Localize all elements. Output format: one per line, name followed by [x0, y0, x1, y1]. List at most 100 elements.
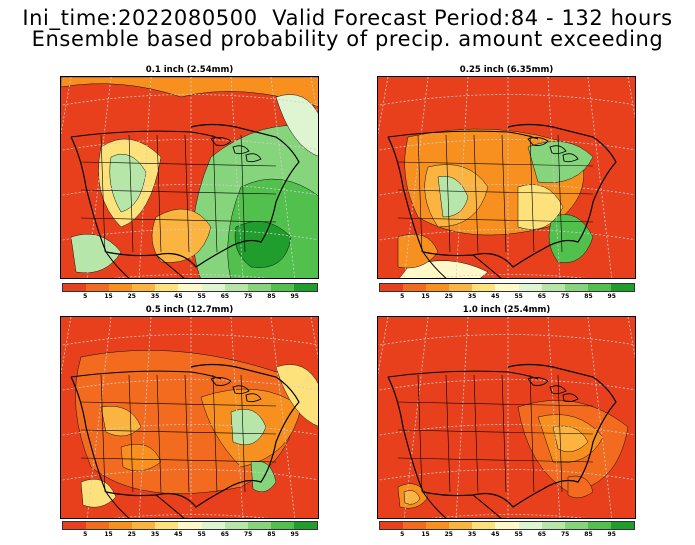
colorbar-swatch — [541, 522, 565, 529]
colorbar: 5 15 25 35 45 55 65 75 85 95 — [379, 521, 635, 539]
colorbar-tick-label: 95 — [290, 293, 299, 300]
colorbar-swatch — [449, 522, 473, 529]
map-panel-0p1 — [60, 76, 319, 279]
colorbar-tick-label: 55 — [514, 531, 523, 538]
colorbar-swatch — [472, 284, 496, 291]
title-line-1: Ini_time:2022080500 Valid Forecast Perio… — [22, 6, 673, 30]
colorbar-swatch — [610, 284, 635, 291]
colorbar-tick-label: 55 — [514, 293, 523, 300]
colorbar-swatch — [564, 522, 588, 529]
colorbar-swatch — [541, 284, 565, 291]
colorbar-tick-label: 15 — [421, 293, 430, 300]
colorbar-swatch — [293, 284, 318, 291]
probability-map — [61, 317, 318, 518]
colorbar-swatch — [132, 522, 156, 529]
colorbar-swatch — [518, 522, 542, 529]
colorbar-tick-label: 5 — [83, 293, 88, 300]
colorbar: 5 15 25 35 45 55 65 75 85 95 — [62, 521, 318, 539]
colorbar-tick-label: 75 — [560, 531, 570, 538]
colorbar-tick-label: 65 — [220, 293, 230, 300]
colorbar-swatch — [201, 522, 225, 529]
probability-map — [61, 77, 318, 278]
colorbar-tick-label: 15 — [421, 531, 430, 538]
map-panel-1p0 — [377, 316, 636, 519]
colorbar-tick-label: 15 — [104, 531, 113, 538]
colorbar-swatch — [610, 522, 635, 529]
colorbar-swatch — [426, 522, 450, 529]
colorbar-tick-label: 95 — [607, 293, 616, 300]
colorbar-tick-label: 5 — [83, 531, 88, 538]
colorbar-tick-label: 95 — [607, 531, 616, 538]
colorbar-tick-label: 25 — [127, 293, 136, 300]
colorbar-tick-label: 85 — [584, 531, 593, 538]
colorbar-swatch — [109, 522, 133, 529]
colorbar-tick-label: 35 — [467, 293, 477, 300]
colorbar-swatch — [201, 284, 225, 291]
map-panel-0p25 — [377, 76, 636, 279]
colorbar-swatch — [178, 284, 202, 291]
colorbar-tick-label: 95 — [290, 531, 299, 538]
colorbar-swatch — [178, 522, 202, 529]
colorbar-swatch — [380, 522, 404, 529]
colorbar-tick-label: 55 — [197, 531, 206, 538]
colorbar-tick-label: 35 — [150, 293, 160, 300]
colorbar-tick-label: 65 — [537, 293, 547, 300]
colorbar-swatch — [86, 284, 110, 291]
colorbar-tick-label: 65 — [537, 531, 547, 538]
probability-map — [378, 77, 635, 278]
colorbar-swatch — [587, 284, 611, 291]
colorbar-swatch — [403, 522, 427, 529]
colorbar-swatch — [270, 284, 294, 291]
colorbar-swatch — [63, 522, 87, 529]
colorbar-swatch — [403, 284, 427, 291]
colorbar-tick-label: 15 — [104, 293, 113, 300]
colorbar-swatch — [224, 522, 248, 529]
colorbar-swatch — [86, 522, 110, 529]
colorbar-tick-label: 75 — [560, 293, 570, 300]
probability-map — [378, 317, 635, 518]
map-panel-0p5 — [60, 316, 319, 519]
colorbar-swatch — [247, 284, 271, 291]
colorbar-swatch — [449, 284, 473, 291]
colorbar: 5 15 25 35 45 55 65 75 85 95 — [379, 283, 635, 301]
colorbar-tick-label: 55 — [197, 293, 206, 300]
colorbar-swatch — [247, 522, 271, 529]
panel-title-0p5: 0.5 inch (12.7mm) — [145, 305, 234, 315]
colorbar-tick-label: 45 — [491, 531, 500, 538]
colorbar-swatch — [224, 284, 248, 291]
colorbar-tick-label: 45 — [491, 293, 500, 300]
colorbar-tick-label: 85 — [267, 293, 276, 300]
colorbar-swatch — [270, 522, 294, 529]
colorbar-tick-label: 5 — [400, 531, 405, 538]
colorbar-swatch — [518, 284, 542, 291]
colorbar-tick-label: 35 — [150, 531, 160, 538]
colorbar-tick-label: 75 — [243, 531, 253, 538]
colorbar-swatch — [495, 284, 519, 291]
colorbar-tick-label: 45 — [174, 531, 183, 538]
colorbar-swatch — [564, 284, 588, 291]
title-line-2: Ensemble based probability of precip. am… — [31, 27, 664, 51]
colorbar-tick-label: 85 — [267, 531, 276, 538]
colorbar-tick-label: 75 — [243, 293, 253, 300]
colorbar: 5 15 25 35 45 55 65 75 85 95 — [62, 283, 318, 301]
colorbar-swatch — [132, 284, 156, 291]
colorbar-tick-label: 45 — [174, 293, 183, 300]
colorbar-swatch — [495, 522, 519, 529]
colorbar-tick-label: 25 — [444, 293, 453, 300]
colorbar-swatch — [587, 522, 611, 529]
colorbar-tick-label: 65 — [220, 531, 230, 538]
colorbar-tick-label: 35 — [467, 531, 477, 538]
colorbar-swatch — [472, 522, 496, 529]
colorbar-swatch — [63, 284, 87, 291]
colorbar-tick-label: 5 — [400, 293, 405, 300]
colorbar-swatch — [155, 284, 179, 291]
colorbar-swatch — [109, 284, 133, 291]
panel-title-0p1: 0.1 inch (2.54mm) — [145, 65, 234, 75]
colorbar-tick-label: 85 — [584, 293, 593, 300]
colorbar-swatch — [155, 522, 179, 529]
colorbar-swatch — [380, 284, 404, 291]
panel-title-0p25: 0.25 inch (6.35mm) — [459, 65, 554, 75]
colorbar-swatch — [293, 522, 318, 529]
panel-title-1p0: 1.0 inch (25.4mm) — [462, 305, 551, 315]
colorbar-tick-label: 25 — [127, 531, 136, 538]
